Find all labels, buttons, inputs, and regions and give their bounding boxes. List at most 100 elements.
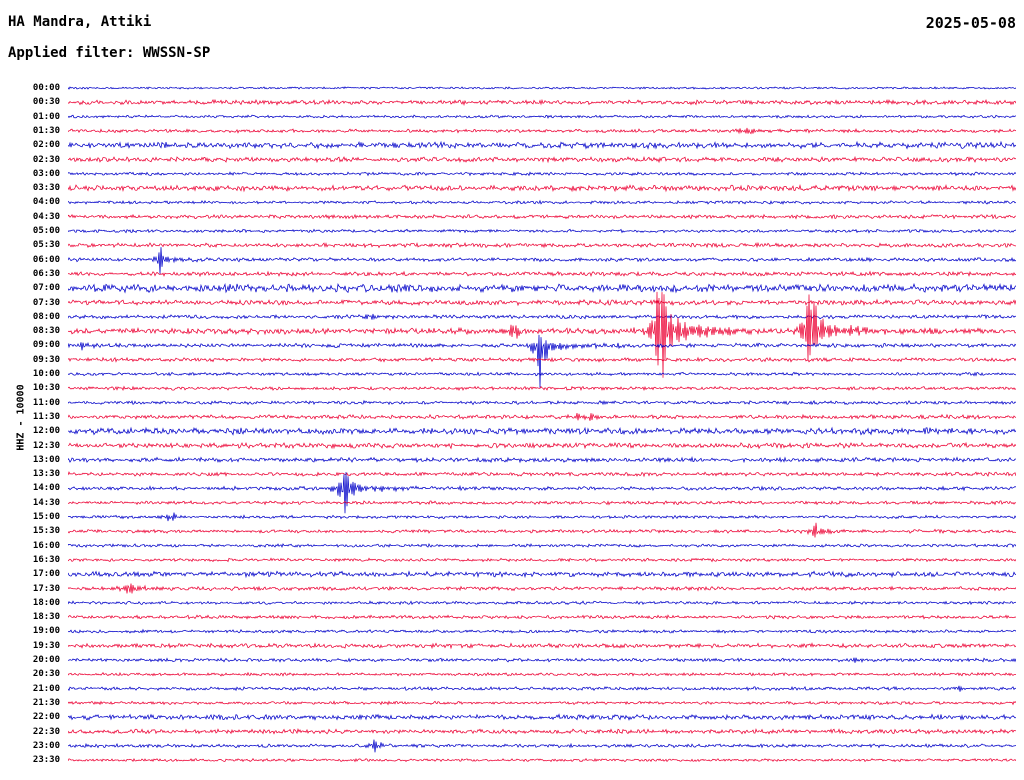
time-label-18:00: 18:00 [32,597,60,608]
trace-16:00 [68,543,1016,549]
time-label-13:30: 13:30 [32,469,60,480]
time-label-18:30: 18:30 [32,612,60,623]
trace-07:00 [68,282,1016,294]
trace-20:00 [68,657,1016,664]
trace-12:00 [68,426,1016,436]
time-label-22:30: 22:30 [32,726,60,737]
time-label-21:00: 21:00 [32,683,60,694]
time-label-16:00: 16:00 [32,540,60,551]
trace-17:00 [68,570,1016,579]
time-label-04:00: 04:00 [32,197,60,208]
time-label-21:30: 21:30 [32,697,60,708]
trace-11:00 [68,399,1016,406]
time-label-04:30: 04:30 [32,211,60,222]
time-label-02:30: 02:30 [32,154,60,165]
time-label-15:30: 15:30 [32,526,60,537]
time-label-14:00: 14:00 [32,483,60,494]
date-label: 2025-05-08 [925,14,1016,32]
time-label-15:00: 15:00 [32,512,60,522]
time-label-17:30: 17:30 [32,583,60,594]
time-label-17:00: 17:00 [32,569,60,580]
trace-16:30 [68,557,1016,563]
trace-08:30 [68,291,1016,378]
time-label-05:00: 05:00 [32,226,60,236]
trace-13:30 [68,471,1016,478]
trace-02:00 [68,140,1016,150]
time-label-10:00: 10:00 [32,369,60,379]
seismogram-canvas [68,86,1016,763]
time-label-07:30: 07:30 [32,297,60,308]
trace-06:30 [68,270,1016,278]
time-label-07:00: 07:00 [32,283,60,294]
trace-07:30 [68,298,1016,307]
time-label-20:30: 20:30 [32,669,60,680]
time-label-19:00: 19:00 [32,626,60,637]
trace-05:30 [68,241,1016,249]
time-label-00:30: 00:30 [32,97,60,108]
trace-23:30 [68,757,1016,763]
station-title: HA Mandra, Attiki [8,14,152,30]
time-label-23:30: 23:30 [32,755,60,766]
trace-17:30 [68,583,1016,594]
trace-10:30 [68,385,1016,392]
trace-09:00 [68,334,1016,388]
time-label-06:30: 06:30 [32,268,60,279]
trace-03:00 [68,171,1016,177]
time-label-22:00: 22:00 [32,712,60,723]
trace-00:00 [68,86,1016,90]
time-label-08:00: 08:00 [32,311,60,322]
time-label-03:00: 03:00 [32,168,60,179]
trace-04:00 [68,199,1016,205]
time-label-00:00: 00:00 [32,83,60,93]
trace-09:30 [68,356,1016,363]
trace-01:30 [68,127,1016,135]
time-label-05:30: 05:30 [32,240,60,251]
trace-15:00 [68,512,1016,522]
trace-22:30 [68,727,1016,735]
time-label-11:30: 11:30 [32,411,60,422]
trace-13:00 [68,456,1016,464]
trace-22:00 [68,713,1016,721]
time-label-08:30: 08:30 [32,326,60,337]
time-label-16:30: 16:30 [32,554,60,565]
trace-18:00 [68,600,1016,606]
trace-21:00 [68,685,1016,692]
time-label-12:00: 12:00 [32,426,60,437]
trace-05:00 [68,228,1016,234]
time-label-09:30: 09:30 [32,354,60,365]
trace-00:30 [68,98,1016,106]
trace-12:30 [68,441,1016,450]
trace-01:00 [68,114,1016,119]
trace-14:30 [68,500,1016,506]
trace-14:00 [68,472,1016,514]
time-label-11:00: 11:00 [32,397,60,408]
trace-19:00 [68,628,1016,634]
trace-15:30 [68,522,1016,538]
filter-label: Applied filter: WWSSN-SP [8,45,211,61]
time-label-12:30: 12:30 [32,440,60,451]
time-label-column: 00:00 00:30 01:00 01:30 02:00 02:30 03:00 03:30… [0,0,62,780]
time-label-09:00: 09:00 [32,340,60,351]
trace-23:00 [68,739,1016,753]
time-label-13:00: 13:00 [32,454,60,465]
time-label-06:00: 06:00 [32,254,60,265]
trace-04:30 [68,213,1016,220]
time-label-01:30: 01:30 [32,125,60,136]
trace-08:00 [68,313,1016,321]
time-label-19:30: 19:30 [32,640,60,651]
time-label-23:00: 23:00 [32,740,60,751]
time-label-20:00: 20:00 [32,655,60,665]
trace-20:30 [68,671,1016,677]
trace-10:00 [68,371,1016,377]
trace-03:30 [68,184,1016,193]
trace-19:30 [68,642,1016,650]
time-label-02:00: 02:00 [32,140,60,151]
trace-02:30 [68,155,1016,164]
trace-21:30 [68,700,1016,706]
trace-18:30 [68,614,1016,620]
time-label-03:30: 03:30 [32,183,60,194]
time-label-10:30: 10:30 [32,383,60,394]
time-label-01:00: 01:00 [32,111,60,122]
trace-11:30 [68,413,1016,421]
